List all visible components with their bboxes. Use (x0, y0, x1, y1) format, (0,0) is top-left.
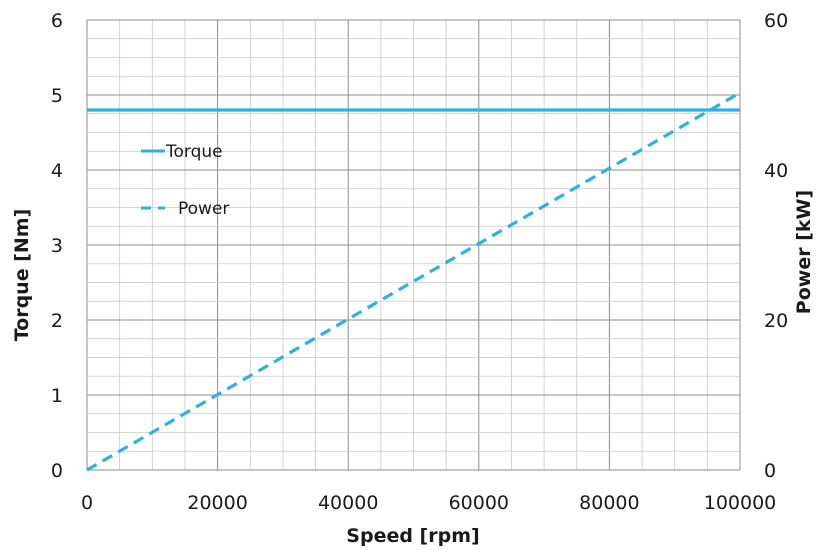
right-y-tick-label: 60 (764, 10, 788, 32)
x-tick-label: 80000 (579, 492, 639, 514)
x-axis-title: Speed [rpm] (346, 525, 479, 547)
tick-labels: 0 20000 40000 60000 80000 1000000123456020406… (51, 10, 788, 514)
left-y-tick-label: 2 (51, 310, 63, 332)
legend-torque-label: Torque (165, 142, 223, 162)
left-y-tick-label: 0 (51, 460, 63, 482)
x-tick-label: 100000 (704, 492, 777, 514)
left-y-tick-label: 6 (51, 10, 63, 32)
right-y-axis-title: Power [kW] (793, 190, 815, 314)
x-tick-label: 0 (81, 492, 93, 514)
left-y-tick-label: 4 (51, 160, 63, 182)
left-y-tick-label: 5 (51, 85, 63, 107)
x-tick-label: 40000 (318, 492, 378, 514)
series-layer (86, 91, 741, 472)
grid (86, 19, 741, 471)
right-y-tick-label: 40 (764, 160, 788, 182)
right-y-tick-label: 20 (764, 310, 788, 332)
left-y-axis-title: Torque [Nm] (11, 209, 33, 342)
right-y-tick-label: 0 (764, 460, 776, 482)
legend-power-label: Power (178, 199, 229, 219)
legend: Torque Power (141, 142, 229, 219)
x-tick-label: 60000 (449, 492, 509, 514)
left-y-tick-label: 1 (51, 385, 63, 407)
x-tick-label: 20000 (187, 492, 247, 514)
left-y-tick-label: 3 (51, 235, 63, 257)
